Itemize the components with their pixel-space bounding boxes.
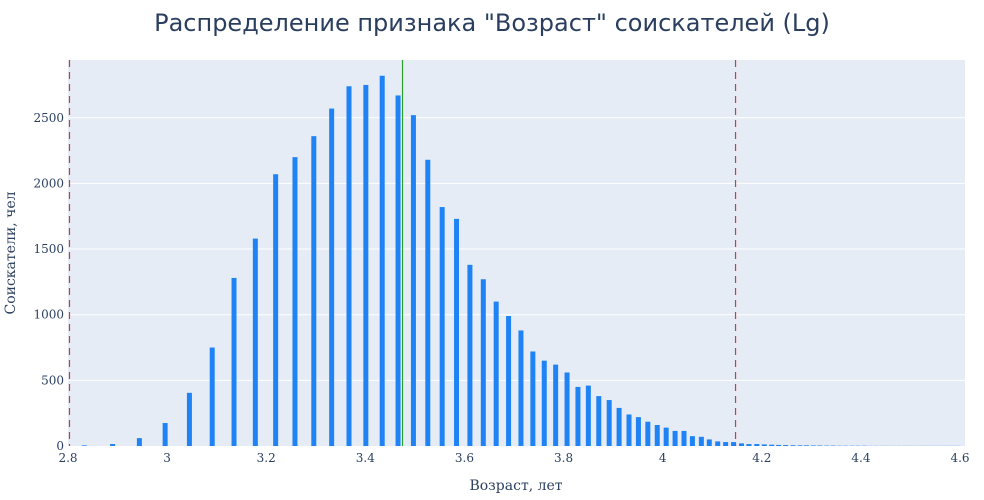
bar <box>162 423 168 446</box>
x-tick-label: 4.4 <box>851 451 870 465</box>
bar <box>493 301 499 446</box>
x-tick-label: 4.2 <box>752 451 771 465</box>
bar <box>553 364 559 446</box>
bar <box>689 436 695 446</box>
x-tick-label: 4.6 <box>950 451 969 465</box>
bar <box>761 444 767 446</box>
bar <box>776 444 782 446</box>
bar <box>480 279 486 446</box>
y-tick-label: 500 <box>41 373 64 387</box>
x-tick-label: 3.6 <box>455 451 474 465</box>
gridlines <box>68 117 965 381</box>
bar <box>564 372 570 446</box>
bar <box>454 218 460 446</box>
x-axis-ticks: 2.8 3 3.2 3.4 3.6 3.8 4 4.2 4.4 4.6 <box>58 451 969 465</box>
bar <box>346 86 352 446</box>
bar <box>530 351 536 446</box>
bar <box>803 445 809 446</box>
bar <box>663 427 669 446</box>
bar <box>817 445 823 446</box>
bar <box>715 441 721 446</box>
y-axis-ticks: 0 500 1000 1500 2000 2500 <box>33 111 64 453</box>
bar <box>681 430 687 446</box>
x-tick-label: 3.8 <box>554 451 573 465</box>
bar <box>506 316 512 446</box>
bar <box>606 400 612 446</box>
bar <box>379 75 385 447</box>
bar <box>698 436 704 446</box>
bar <box>723 442 729 446</box>
bar <box>769 444 775 446</box>
bar <box>575 386 581 446</box>
bar <box>292 157 298 446</box>
bar <box>783 445 789 446</box>
bar <box>273 174 279 446</box>
bar <box>596 396 602 446</box>
bar <box>635 417 641 446</box>
bar <box>395 95 401 447</box>
bar <box>616 407 622 446</box>
bar <box>626 414 632 446</box>
plot-area <box>68 60 965 446</box>
bar <box>363 84 369 446</box>
bar <box>518 330 524 446</box>
bar <box>738 443 744 446</box>
y-axis-title: Соискатели, чел <box>3 191 19 314</box>
y-tick-label: 0 <box>56 439 64 453</box>
bar <box>731 442 737 446</box>
bar <box>425 159 431 446</box>
bar <box>746 444 752 446</box>
x-tick-label: 3.2 <box>257 451 276 465</box>
bar <box>410 115 416 447</box>
bar <box>311 136 317 446</box>
bar <box>81 445 87 446</box>
bar <box>654 424 660 446</box>
bar <box>329 108 335 446</box>
bar <box>439 207 445 446</box>
y-tick-label: 2000 <box>33 176 64 190</box>
bar <box>754 444 760 446</box>
y-tick-label: 2500 <box>33 111 64 125</box>
x-tick-label: 4 <box>659 451 667 465</box>
x-tick-label: 2.8 <box>58 451 77 465</box>
bar <box>209 347 215 446</box>
bar <box>706 439 712 446</box>
bar <box>467 264 473 446</box>
bar <box>645 421 651 446</box>
bar <box>110 444 116 446</box>
chart-title: Распределение признака "Возраст" соискат… <box>154 9 830 37</box>
bars <box>81 75 961 447</box>
bar <box>136 438 142 446</box>
bar <box>797 445 803 446</box>
y-tick-label: 1000 <box>33 308 64 322</box>
bar <box>541 360 547 446</box>
y-tick-label: 1500 <box>33 242 64 256</box>
reference-lines <box>68 60 737 446</box>
bar <box>810 445 816 446</box>
x-tick-label: 3.4 <box>356 451 375 465</box>
bar <box>672 430 678 446</box>
bar <box>585 385 591 446</box>
bar <box>790 445 796 446</box>
bar <box>186 392 192 446</box>
x-tick-label: 3 <box>163 451 171 465</box>
x-axis-title: Возраст, лет <box>469 478 562 494</box>
bar <box>231 277 237 446</box>
bar <box>252 238 258 446</box>
